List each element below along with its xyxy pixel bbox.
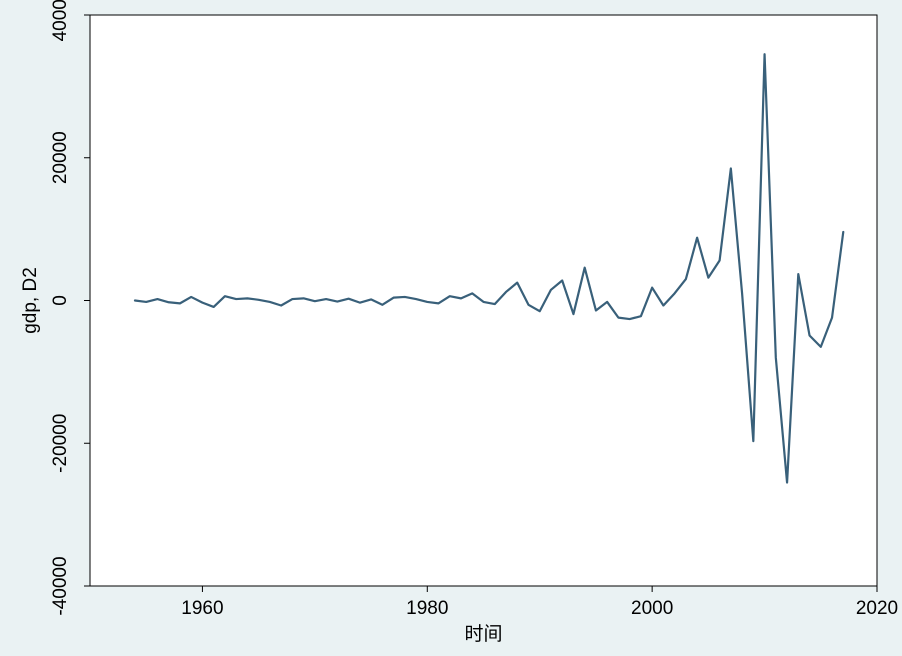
y-tick-label: -20000 xyxy=(50,414,71,473)
x-tick-label: 1960 xyxy=(181,598,223,619)
y-tick-label: -40000 xyxy=(50,556,71,615)
y-tick-label: 0 xyxy=(50,295,71,306)
line-chart: -40000 -20000 0 20000 40000 gdp, D2 1960 1980 20… xyxy=(0,0,902,656)
chart-container: -40000 -20000 0 20000 40000 gdp, D2 1960 1980 20… xyxy=(0,0,902,656)
x-tick-label: 2020 xyxy=(856,598,898,619)
x-tick-label: 1980 xyxy=(406,598,448,619)
y-axis-label: gdp, D2 xyxy=(20,267,41,334)
y-tick-label: 40000 xyxy=(50,0,71,41)
x-axis-label: 时间 xyxy=(464,623,502,645)
y-tick-label: 20000 xyxy=(50,131,71,184)
x-tick-label: 2000 xyxy=(631,598,673,619)
